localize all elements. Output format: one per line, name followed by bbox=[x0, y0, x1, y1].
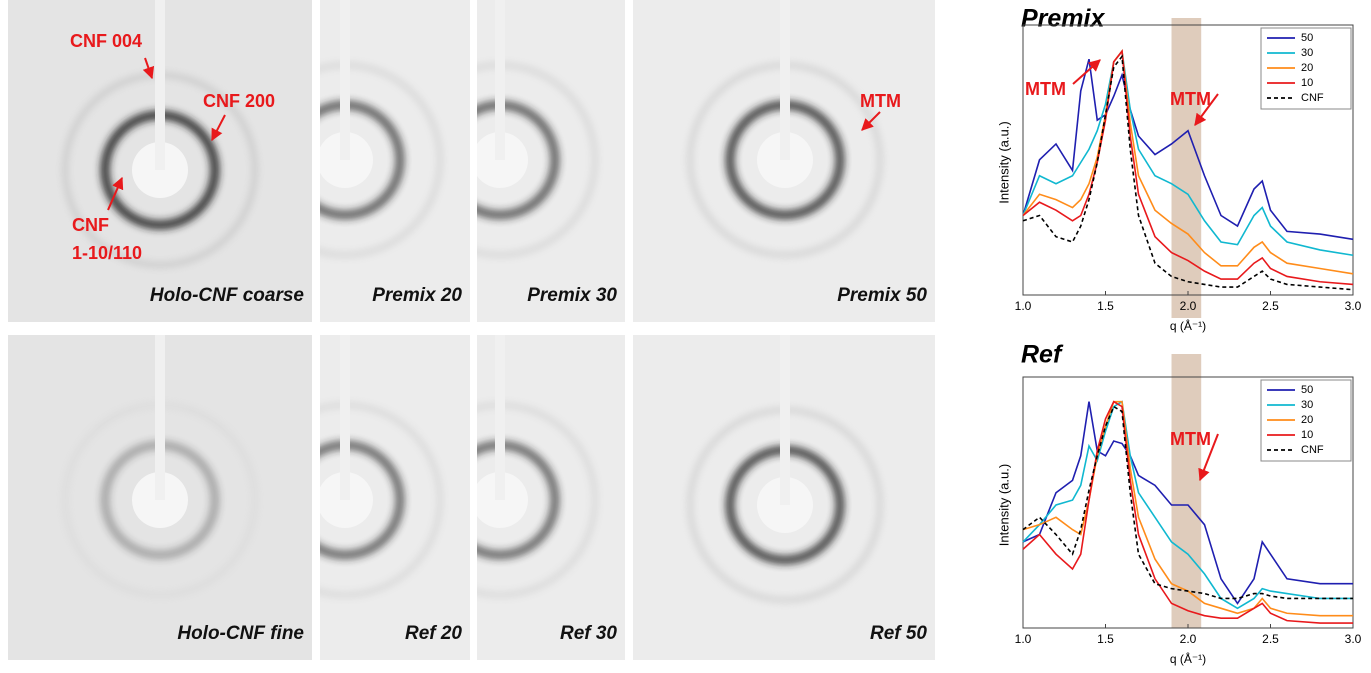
x-tick-label: 1.5 bbox=[1097, 632, 1114, 646]
legend-label: 30 bbox=[1301, 47, 1313, 59]
beamstop bbox=[155, 0, 165, 170]
legend-label: 20 bbox=[1301, 414, 1313, 426]
annotation-arrow bbox=[1198, 433, 1219, 482]
legend-label: 10 bbox=[1301, 77, 1313, 89]
x-axis-label: q (Å⁻¹) bbox=[1170, 651, 1206, 666]
annotation-arrow bbox=[211, 114, 226, 142]
annotation: MTM bbox=[1170, 89, 1211, 109]
highlight-band bbox=[1171, 354, 1202, 628]
panel-label: Holo-CNF coarse bbox=[150, 285, 305, 306]
annotation-arrow bbox=[861, 111, 881, 131]
series-line bbox=[1022, 58, 1354, 241]
annotation: MTM bbox=[1025, 79, 1066, 99]
series-line bbox=[1022, 49, 1354, 286]
diffraction-image: Holo-CNF fine bbox=[8, 335, 312, 660]
annotation: CNF 004 bbox=[70, 31, 142, 51]
x-tick-label: 2.0 bbox=[1180, 299, 1197, 313]
panel-label: Premix 30 bbox=[527, 285, 617, 306]
panel-label: Ref 20 bbox=[405, 623, 462, 644]
x-tick-label: 1.0 bbox=[1015, 299, 1032, 313]
image-content bbox=[633, 0, 935, 322]
chart-title: Ref bbox=[1021, 341, 1064, 369]
series-line bbox=[1022, 401, 1353, 605]
legend-label: 30 bbox=[1301, 399, 1313, 411]
diffraction-image: Ref 20 bbox=[320, 335, 470, 660]
chart-title: Premix bbox=[1021, 5, 1105, 33]
y-axis-label: Intensity (a.u.) bbox=[996, 121, 1011, 203]
diffraction-image: Premix 30 bbox=[477, 0, 625, 322]
x-tick-label: 2.5 bbox=[1262, 299, 1279, 313]
series-line bbox=[1022, 405, 1353, 600]
annotation: 1-10/110 bbox=[72, 243, 142, 263]
annotation-arrow bbox=[1194, 93, 1219, 126]
line-chart: Ref 1.0 1.5 2.0 2.5 3.0 q (Å⁻¹) Intensity (a.u.… bbox=[996, 341, 1361, 667]
annotation: MTM bbox=[1170, 429, 1211, 449]
annotation: MTM bbox=[860, 91, 901, 111]
legend-label: CNF bbox=[1301, 444, 1324, 456]
x-tick-label: 3.0 bbox=[1345, 632, 1362, 646]
image-content bbox=[8, 0, 312, 322]
legend-label: 50 bbox=[1301, 384, 1313, 396]
x-tick-label: 1.0 bbox=[1015, 632, 1032, 646]
diffraction-image: Ref 30 bbox=[477, 335, 625, 660]
beamstop bbox=[495, 335, 505, 500]
highlight-band bbox=[1171, 18, 1202, 318]
image-content bbox=[477, 0, 625, 322]
annotation-arrow bbox=[107, 176, 124, 211]
x-tick-label: 1.5 bbox=[1097, 299, 1114, 313]
x-tick-label: 2.5 bbox=[1262, 632, 1279, 646]
x-tick-label: 3.0 bbox=[1345, 299, 1362, 313]
legend: 50 30 20 10 CNF bbox=[1260, 27, 1352, 110]
series-line bbox=[1022, 49, 1354, 257]
annotation-arrow bbox=[142, 57, 155, 80]
image-content bbox=[320, 0, 470, 322]
legend-label: 20 bbox=[1301, 62, 1313, 74]
beamstop bbox=[495, 0, 505, 160]
beamstop bbox=[155, 335, 165, 500]
image-content bbox=[633, 335, 935, 660]
beamstop bbox=[340, 335, 350, 500]
beamstop bbox=[340, 0, 350, 160]
diffraction-image: Ref 50 bbox=[633, 335, 935, 660]
series-line bbox=[1022, 400, 1353, 624]
panel-label: Premix 20 bbox=[372, 285, 462, 306]
diffraction-image: Holo-CNF coarse bbox=[8, 0, 312, 322]
legend-label: 50 bbox=[1301, 32, 1313, 44]
panel-label: Holo-CNF fine bbox=[177, 623, 304, 644]
line-chart: Premix 1.0 1.5 2.0 2.5 3.0 q (Å⁻¹) Intensity (a… bbox=[996, 5, 1361, 334]
image-content bbox=[8, 335, 312, 660]
image-content bbox=[477, 335, 625, 660]
annotation: CNF 200 bbox=[203, 91, 275, 111]
beamstop bbox=[780, 335, 790, 505]
annotation-arrow bbox=[1072, 59, 1101, 85]
x-tick-label: 2.0 bbox=[1180, 632, 1197, 646]
annotation: CNF bbox=[72, 215, 109, 235]
image-content bbox=[320, 335, 470, 660]
panel-label: Premix 50 bbox=[837, 285, 927, 306]
legend: 50 30 20 10 CNF bbox=[1260, 379, 1352, 462]
y-axis-label: Intensity (a.u.) bbox=[996, 464, 1011, 546]
diffraction-image: Premix 20 bbox=[320, 0, 470, 322]
diffraction-image: Premix 50 bbox=[633, 0, 935, 322]
series-line bbox=[1022, 400, 1353, 610]
legend-label: 10 bbox=[1301, 429, 1313, 441]
legend-label: CNF bbox=[1301, 92, 1324, 104]
beamstop bbox=[780, 0, 790, 160]
x-axis-label: q (Å⁻¹) bbox=[1170, 318, 1206, 333]
series-line bbox=[1022, 49, 1354, 275]
panel-label: Ref 30 bbox=[560, 623, 617, 644]
panel-label: Ref 50 bbox=[870, 623, 927, 644]
